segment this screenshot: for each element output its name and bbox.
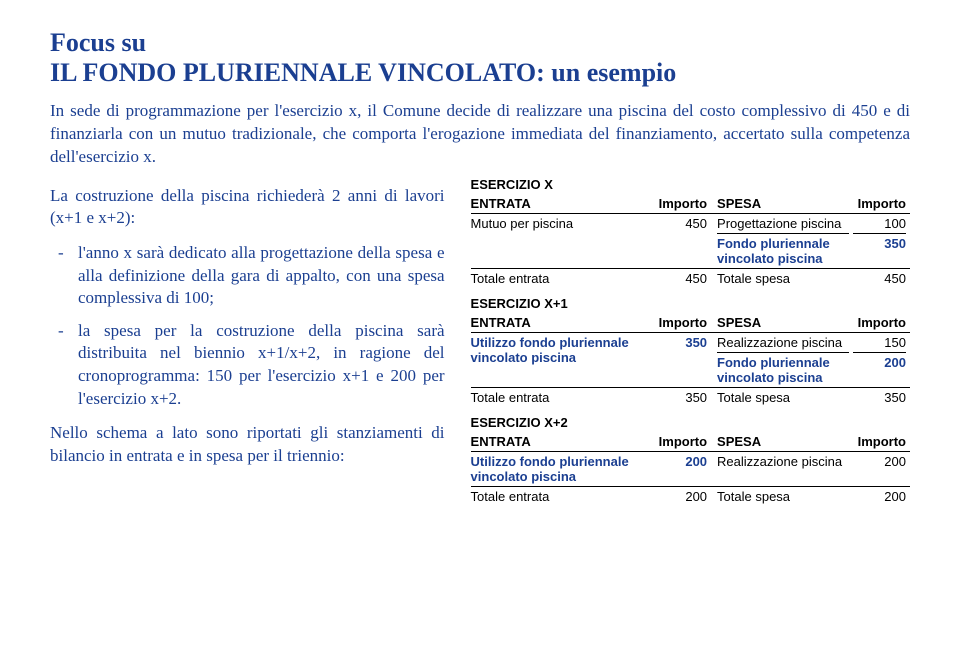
x2-tot-spesa-val: 200 [853, 486, 910, 506]
x-tot-entrata-val: 450 [659, 268, 717, 288]
x-spesa1-val: 100 [884, 216, 906, 231]
th-spesa-x2: SPESA [717, 432, 853, 452]
x2-tot-entrata-label: Totale entrata [471, 486, 659, 506]
x1-spesa1-desc: Realizzazione piscina [717, 335, 849, 350]
th-entrata: ENTRATA [471, 194, 659, 214]
x-entrata-val: 450 [659, 213, 717, 268]
th-entrata-x2: ENTRATA [471, 432, 659, 452]
x1-entrata-desc: Utilizzo fondo pluriennale vincolato pis… [471, 332, 659, 387]
x1-spesa-stack: Realizzazione piscina Fondo pluriennale … [717, 332, 853, 387]
x1-tot-entrata-label: Totale entrata [471, 387, 659, 407]
x1-tot-spesa-val: 350 [853, 387, 910, 407]
x2-tot-entrata-val: 200 [659, 486, 717, 506]
x-spesa2-val: 350 [853, 233, 906, 251]
th-entrata-x1: ENTRATA [471, 313, 659, 333]
x1-tot-spesa-label: Totale spesa [717, 387, 853, 407]
x2-spesa1-desc: Realizzazione piscina [717, 451, 853, 486]
x2-tot-spesa-label: Totale spesa [717, 486, 853, 506]
title-block: Focus su IL FONDO PLURIENNALE VINCOLATO:… [50, 28, 910, 88]
x-spesa2-desc: Fondo pluriennale vincolato piscina [717, 233, 849, 266]
x1-entrata-val: 350 [659, 332, 717, 387]
th-importo-1-x2: Importo [659, 432, 717, 452]
bullet-1: l'anno x sarà dedicato alla progettazion… [78, 242, 445, 310]
x2-entrata-desc: Utilizzo fondo pluriennale vincolato pis… [471, 451, 659, 486]
table-x2: ENTRATA Importo SPESA Importo Utilizzo f… [471, 432, 910, 506]
section-x2-label: ESERCIZIO X+2 [471, 415, 910, 430]
th-importo-2-x1: Importo [853, 313, 910, 333]
x-spesa-val-stack: 100 350 [853, 213, 910, 268]
th-importo-1: Importo [659, 194, 717, 214]
intro-paragraph: In sede di programmazione per l'esercizi… [50, 100, 910, 169]
x1-spesa2-desc: Fondo pluriennale vincolato piscina [717, 352, 849, 385]
right-column: ESERCIZIO X ENTRATA Importo SPESA Import… [471, 175, 910, 514]
bullet-2: la spesa per la costruzione della piscin… [78, 320, 445, 410]
x2-entrata-val: 200 [659, 451, 717, 486]
x-entrata-desc: Mutuo per piscina [471, 213, 659, 268]
bullet-list: l'anno x sarà dedicato alla progettazion… [50, 242, 445, 410]
th-spesa: SPESA [717, 194, 853, 214]
x1-tot-entrata-val: 350 [659, 387, 717, 407]
th-spesa-x1: SPESA [717, 313, 853, 333]
page: Focus su IL FONDO PLURIENNALE VINCOLATO:… [0, 0, 960, 665]
x-spesa1-desc: Progettazione piscina [717, 216, 849, 231]
title-line-1: Focus su [50, 28, 910, 58]
x-tot-spesa-val: 450 [853, 268, 910, 288]
section-x1-label: ESERCIZIO X+1 [471, 296, 910, 311]
table-x1: ENTRATA Importo SPESA Importo Utilizzo f… [471, 313, 910, 407]
th-importo-1-x1: Importo [659, 313, 717, 333]
x2-spesa1-val: 200 [853, 451, 910, 486]
x-tot-entrata-label: Totale entrata [471, 268, 659, 288]
columns: La costruzione della piscina richiederà … [50, 175, 910, 514]
x1-spesa2-val: 200 [853, 352, 906, 370]
title-line-2: IL FONDO PLURIENNALE VINCOLATO: un esemp… [50, 58, 910, 88]
left-lead: La costruzione della piscina richiederà … [50, 185, 445, 230]
table-x: ENTRATA Importo SPESA Importo Mutuo per … [471, 194, 910, 288]
left-closing: Nello schema a lato sono riportati gli s… [50, 422, 445, 467]
x1-spesa1-val: 150 [884, 335, 906, 350]
th-importo-2: Importo [853, 194, 910, 214]
x-tot-spesa-label: Totale spesa [717, 268, 853, 288]
th-importo-2-x2: Importo [853, 432, 910, 452]
x-spesa-stack: Progettazione piscina Fondo pluriennale … [717, 213, 853, 268]
x1-spesa-val-stack: 150 200 [853, 332, 910, 387]
left-column: La costruzione della piscina richiederà … [50, 175, 445, 514]
section-x-label: ESERCIZIO X [471, 177, 910, 192]
